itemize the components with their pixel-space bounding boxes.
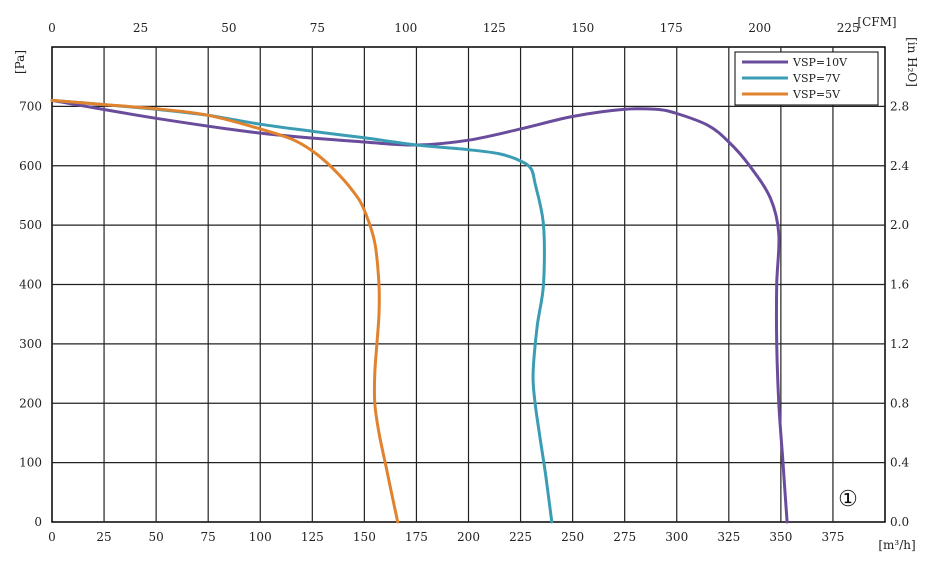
- y-left-tick-5: 500: [19, 218, 42, 232]
- x-bottom-tick-14: 350: [769, 530, 792, 544]
- axis-units: [m³/h] [CFM] [Pa] [in H₂O]: [13, 15, 919, 552]
- x-bottom-tick-0: 0: [48, 530, 56, 544]
- x-top-tick-8: 200: [748, 21, 771, 35]
- x-top-tick-9: 225: [837, 21, 860, 35]
- x-bottom-tick-12: 300: [665, 530, 688, 544]
- legend-label-1: VSP=7V: [792, 72, 841, 85]
- x-bottom-tick-11: 275: [613, 530, 636, 544]
- y-right-unit: [in H₂O]: [905, 37, 919, 87]
- x-bottom-tick-10: 250: [561, 530, 584, 544]
- x-top-tick-1: 25: [133, 21, 148, 35]
- y-left-tick-4: 400: [19, 278, 42, 292]
- y-left-tick-7: 700: [19, 99, 42, 113]
- x-bottom-tick-15: 375: [821, 530, 844, 544]
- x-top-tick-2: 50: [221, 21, 236, 35]
- legend-label-2: VSP=5V: [792, 88, 841, 101]
- x-top-tick-6: 150: [571, 21, 594, 35]
- x-bottom-tick-5: 125: [301, 530, 324, 544]
- y-right-tick-1: 0.4: [890, 456, 909, 470]
- x-bottom-tick-3: 75: [201, 530, 216, 544]
- y-left-unit: [Pa]: [13, 50, 27, 74]
- series-line-0: [50, 98, 789, 524]
- y-right-tick-7: 2.8: [890, 99, 909, 113]
- grid: [52, 47, 885, 522]
- x-top-tick-0: 0: [48, 21, 56, 35]
- y-right-tick-2: 0.8: [890, 396, 909, 410]
- y-right-tick-5: 2.0: [890, 218, 909, 232]
- series-line-2: [50, 98, 400, 524]
- y-right-tick-3: 1.2: [890, 337, 909, 351]
- x-top-tick-7: 175: [660, 21, 683, 35]
- y-left-tick-2: 200: [19, 396, 42, 410]
- x-bottom-tick-4: 100: [249, 530, 272, 544]
- y-right-tick-4: 1.6: [890, 278, 909, 292]
- figure-number-badge: ①: [838, 487, 858, 512]
- curves: [50, 98, 789, 524]
- x-top-tick-3: 75: [310, 21, 325, 35]
- y-left-tick-0: 0: [34, 515, 42, 529]
- x-bottom-unit: [m³/h]: [878, 538, 915, 552]
- x-bottom-tick-7: 175: [405, 530, 428, 544]
- x-top-unit: [CFM]: [857, 15, 896, 29]
- x-bottom-tick-1: 25: [96, 530, 111, 544]
- x-bottom-tick-13: 325: [717, 530, 740, 544]
- y-left-tick-6: 600: [19, 159, 42, 173]
- x-bottom-tick-6: 150: [353, 530, 376, 544]
- y-left-tick-3: 300: [19, 337, 42, 351]
- x-top-tick-5: 125: [483, 21, 506, 35]
- x-bottom-tick-8: 200: [457, 530, 480, 544]
- tick-labels: 0 25 50 75 100 125 150 175 200 225 250 275 300 325 350…: [19, 21, 909, 544]
- legend: VSP=10V VSP=7V VSP=5V: [734, 51, 879, 106]
- y-left-tick-1: 100: [19, 456, 42, 470]
- y-right-tick-0: 0.0: [890, 515, 909, 529]
- y-right-tick-6: 2.4: [890, 159, 909, 173]
- x-bottom-tick-9: 225: [509, 530, 532, 544]
- x-bottom-tick-2: 50: [148, 530, 163, 544]
- legend-label-0: VSP=10V: [792, 56, 848, 69]
- x-top-tick-4: 100: [394, 21, 417, 35]
